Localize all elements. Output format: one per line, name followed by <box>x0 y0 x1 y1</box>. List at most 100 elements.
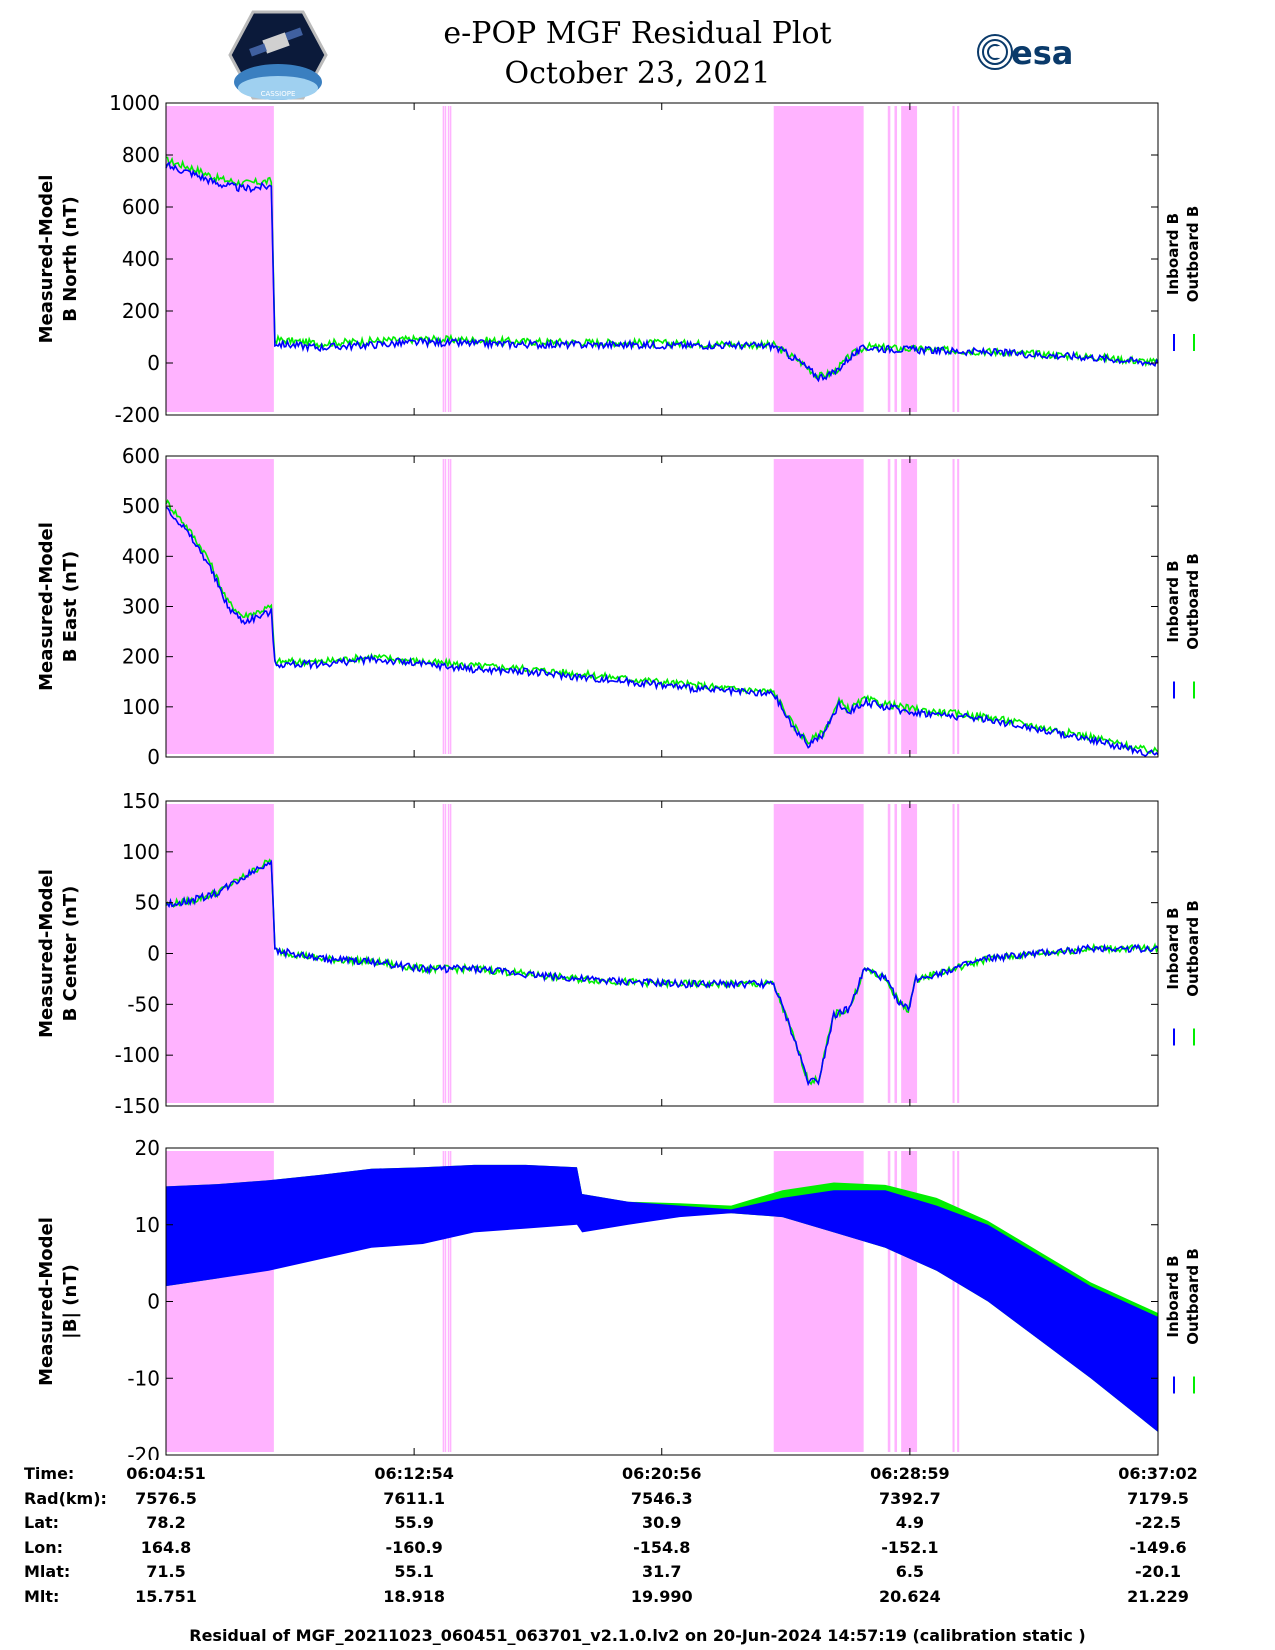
shaded-interval <box>887 804 891 1103</box>
shaded-interval <box>166 804 274 1103</box>
legend-label: Inboard B <box>1164 213 1182 295</box>
y-tick-label: 20 <box>135 1136 160 1160</box>
shaded-interval <box>894 804 898 1103</box>
panel-4: -20 -10 0 10 20 Measured-Model |B| (nT) Inboard… <box>36 1136 1202 1460</box>
y-axis-label-line: Measured-Model <box>36 869 57 1038</box>
y-axis-label-line: B East (nT) <box>60 551 81 663</box>
shaded-interval <box>901 804 918 1103</box>
chart-title-block: e-POP MGF Residual Plot October 23, 2021 <box>0 14 1275 94</box>
info-cell: -154.8 <box>633 1537 691 1557</box>
panel-2: 0 100 200 300 400 500 600 Measured-Model B East … <box>36 444 1202 769</box>
y-tick-label: -10 <box>127 1366 160 1390</box>
shaded-interval <box>894 459 898 754</box>
shaded-interval <box>887 1151 891 1452</box>
info-row-label: Mlat: <box>24 1562 71 1582</box>
info-cell: 7611.1 <box>383 1488 445 1508</box>
y-tick-label: 150 <box>122 789 160 813</box>
shaded-interval <box>901 106 918 412</box>
shaded-interval <box>957 804 960 1103</box>
legend-label: Outboard B <box>1184 900 1202 997</box>
info-row-label: Time: <box>24 1464 75 1483</box>
info-cell: 31.7 <box>641 1562 682 1582</box>
y-axis-label: Measured-Model B East (nT) <box>36 522 81 691</box>
shaded-interval <box>901 459 918 754</box>
y-axis-label-line: B North (nT) <box>60 196 81 322</box>
y-tick-label: 10 <box>135 1213 160 1237</box>
info-row: Mlat: 71.5 55.1 31.7 6.5 -20.1 <box>0 1562 1275 1586</box>
legend-label: Inboard B <box>1164 907 1182 989</box>
plot-frame <box>165 800 1159 1107</box>
info-cell: 78.2 <box>146 1513 186 1533</box>
info-cell: 06:12:54 <box>374 1464 454 1483</box>
cassiope-logo-text: CASSIOPE <box>261 90 296 98</box>
info-cell: 4.9 <box>895 1513 925 1533</box>
y-tick-label: -20 <box>127 1443 160 1460</box>
shaded-interval <box>773 459 864 754</box>
info-cell: 7392.7 <box>878 1488 941 1508</box>
shaded-interval <box>952 459 955 754</box>
series-line <box>165 506 1159 757</box>
y-tick-label: 300 <box>122 595 160 619</box>
panel-3: -150 -100 -50 0 50 100 150 Measured-Model B Cent… <box>36 789 1202 1118</box>
info-cell: 15.751 <box>135 1587 197 1606</box>
chart-date: October 23, 2021 <box>504 56 771 91</box>
y-axis-label-line: Measured-Model <box>36 175 57 344</box>
y-tick-label: -150 <box>115 1094 160 1118</box>
y-tick-label: 1000 <box>109 91 160 115</box>
series-band <box>166 1164 1158 1432</box>
shaded-interval <box>952 804 955 1103</box>
legend-label: Inboard B <box>1164 560 1182 642</box>
shaded-interval <box>166 106 274 412</box>
shaded-interval <box>166 459 274 754</box>
info-row-label: Lat: <box>24 1513 60 1533</box>
series-line <box>165 161 1159 383</box>
info-cell: 55.9 <box>394 1513 434 1533</box>
info-row-label: Lon: <box>24 1537 63 1557</box>
info-cell: -160.9 <box>385 1537 443 1557</box>
y-tick-label: 0 <box>147 745 160 769</box>
info-cell: 7546.3 <box>630 1488 693 1508</box>
shaded-interval <box>952 106 955 412</box>
esa-logo-text: esa <box>1011 34 1073 72</box>
plot-frame <box>165 455 1159 758</box>
y-tick-label: -100 <box>115 1043 160 1067</box>
info-row: Time: 06:04:51 06:12:54 06:20:56 06:28:59 06:… <box>0 1464 1275 1488</box>
legend-label: Outboard B <box>1184 553 1202 650</box>
info-cell: 71.5 <box>146 1562 186 1582</box>
info-cell: 06:37:02 <box>1118 1464 1198 1483</box>
y-axis-label-line: |B| (nT) <box>60 1264 81 1339</box>
info-cell: -152.1 <box>881 1537 939 1557</box>
info-row: Lat: 78.2 55.9 30.9 4.9 -22.5 <box>0 1513 1275 1537</box>
info-cell: 18.918 <box>383 1587 445 1606</box>
y-tick-label: 100 <box>122 840 160 864</box>
info-cell: -20.1 <box>1134 1562 1182 1582</box>
info-row: Mlt: 15.751 18.918 19.990 20.624 21.229 <box>0 1587 1275 1611</box>
y-axis-label-line: Measured-Model <box>36 522 57 691</box>
shaded-interval <box>894 1151 898 1452</box>
info-cell: 30.9 <box>641 1513 682 1533</box>
y-tick-label: 50 <box>135 891 160 915</box>
shaded-interval <box>894 106 898 412</box>
info-cell: 19.990 <box>630 1587 693 1606</box>
info-cell: 7576.5 <box>135 1488 197 1508</box>
info-cell: -149.6 <box>1129 1537 1187 1557</box>
info-cell: 6.5 <box>895 1562 925 1582</box>
info-row: Rad(km): 7576.5 7611.1 7546.3 7392.7 7179.5 <box>0 1489 1275 1513</box>
footer-caption: Residual of MGF_20211023_060451_063701_v… <box>189 1626 1086 1645</box>
series-line <box>165 858 1159 1086</box>
info-row-label: Mlt: <box>24 1587 60 1606</box>
plot-frame <box>165 102 1159 416</box>
legend-label: Outboard B <box>1184 206 1202 303</box>
shaded-interval <box>887 106 891 412</box>
y-tick-label: 600 <box>122 444 160 468</box>
y-tick-label: 800 <box>122 143 160 167</box>
shaded-interval <box>773 106 864 412</box>
info-cell: 20.624 <box>878 1587 941 1606</box>
y-tick-label: 200 <box>122 299 160 323</box>
shaded-interval <box>773 804 864 1103</box>
info-cell: 06:20:56 <box>621 1464 702 1483</box>
y-tick-label: -50 <box>127 992 160 1016</box>
y-tick-label: 500 <box>122 494 160 518</box>
info-row: Lon: 164.8 -160.9 -154.8 -152.1 -149.6 <box>0 1538 1275 1562</box>
